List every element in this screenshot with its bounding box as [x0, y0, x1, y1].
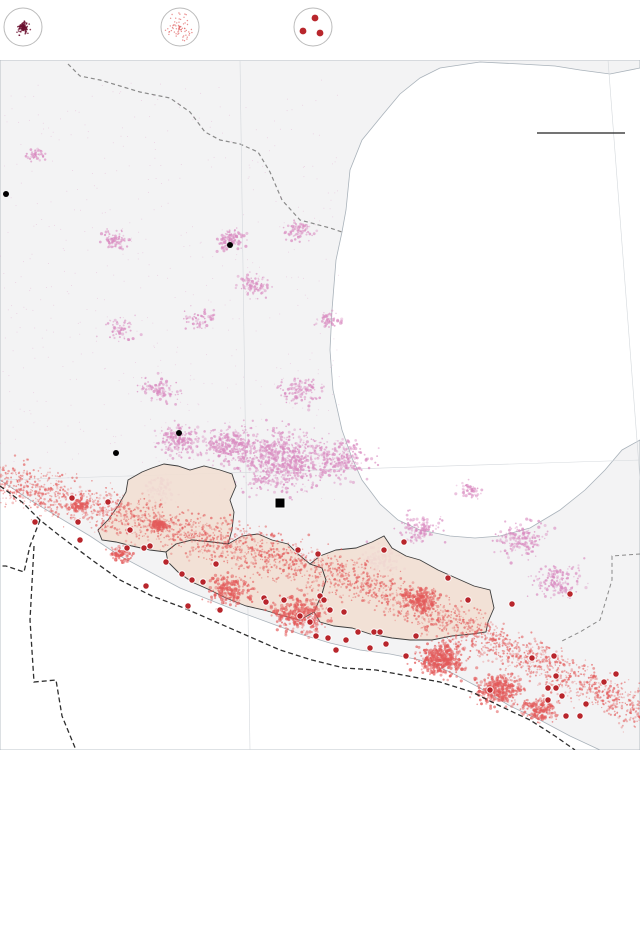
- offshore-fault: [0, 519, 41, 573]
- large-quake-dots-icon: [293, 7, 333, 47]
- large-quake-dot: [326, 606, 334, 614]
- pacific-ocean: [0, 479, 601, 750]
- large-quake-dot: [582, 700, 590, 708]
- guatemala-border: [559, 553, 640, 643]
- large-quake-dot: [402, 652, 410, 660]
- large-quake-dot: [324, 634, 332, 642]
- large-quake-dot: [354, 628, 362, 636]
- population-density-layer: [0, 79, 589, 599]
- large-quake-dot: [508, 600, 516, 608]
- large-quake-dot: [312, 632, 320, 640]
- large-quake-dot: [566, 590, 574, 598]
- large-quake-dot: [464, 596, 472, 604]
- large-quake-dot: [552, 672, 560, 680]
- large-quake-dot: [104, 498, 112, 506]
- large-quake-dot: [212, 560, 220, 568]
- large-quake-dot: [376, 628, 384, 636]
- legend: [0, 0, 640, 60]
- large-quake-dot: [123, 544, 131, 552]
- large-quake-dot: [199, 578, 207, 586]
- plate-boundary: [0, 485, 576, 750]
- capital-square-icon: [274, 497, 286, 509]
- large-quake-dot: [280, 596, 288, 604]
- large-quake-dot: [340, 608, 348, 616]
- large-quake-dot: [576, 712, 584, 720]
- city-dot-icon: [227, 242, 233, 248]
- large-quake-dot: [382, 640, 390, 648]
- large-quake-dot: [558, 692, 566, 700]
- large-quake-dot: [294, 546, 302, 554]
- earthquake-map: [0, 60, 640, 750]
- large-quake-dot: [146, 542, 154, 550]
- large-quake-dot: [544, 696, 552, 704]
- large-quake-dot: [142, 582, 150, 590]
- large-quake-dot: [320, 596, 328, 604]
- large-earthquakes: [31, 494, 620, 720]
- fracture-zone: [29, 545, 77, 750]
- large-quake-dot: [486, 686, 494, 694]
- large-quake-dot: [332, 646, 340, 654]
- large-quake-dot: [126, 526, 134, 534]
- large-quake-dot: [380, 546, 388, 554]
- large-quake-dot: [544, 684, 552, 692]
- large-quake-dot: [366, 644, 374, 652]
- large-quake-dot: [262, 598, 270, 606]
- large-quake-dot: [31, 518, 39, 526]
- large-quake-dot: [216, 606, 224, 614]
- large-quake-dot: [444, 574, 452, 582]
- large-quake-dot: [370, 628, 378, 636]
- below-map-space: [0, 750, 640, 946]
- large-quake-dot: [412, 632, 420, 640]
- large-quake-dot: [68, 494, 76, 502]
- large-quake-dot: [600, 678, 608, 686]
- large-quake-dot: [552, 684, 560, 692]
- large-quake-dot: [400, 538, 408, 546]
- large-quake-dot: [314, 550, 322, 558]
- large-quake-dot: [612, 670, 620, 678]
- large-quake-dot: [184, 602, 192, 610]
- large-quake-dot: [162, 558, 170, 566]
- city-dot-icon: [176, 430, 182, 436]
- large-quake-dot: [306, 618, 314, 626]
- cities: [3, 191, 286, 509]
- city-dot-icon: [3, 191, 9, 197]
- large-quake-dot: [76, 536, 84, 544]
- large-quake-dot: [74, 518, 82, 526]
- large-quake-dot: [296, 612, 304, 620]
- large-quake-dot: [562, 712, 570, 720]
- large-quake-dot: [178, 570, 186, 578]
- city-dot-icon: [113, 450, 119, 456]
- large-quake-dot: [550, 652, 558, 660]
- large-quake-dot: [528, 654, 536, 662]
- dense-quake-cluster-icon: [3, 7, 43, 47]
- us-mexico-border: [67, 63, 343, 233]
- large-quake-dot: [342, 636, 350, 644]
- large-quake-dot: [140, 544, 148, 552]
- scattered-quake-points-icon: [160, 7, 200, 47]
- large-quake-dot: [188, 576, 196, 584]
